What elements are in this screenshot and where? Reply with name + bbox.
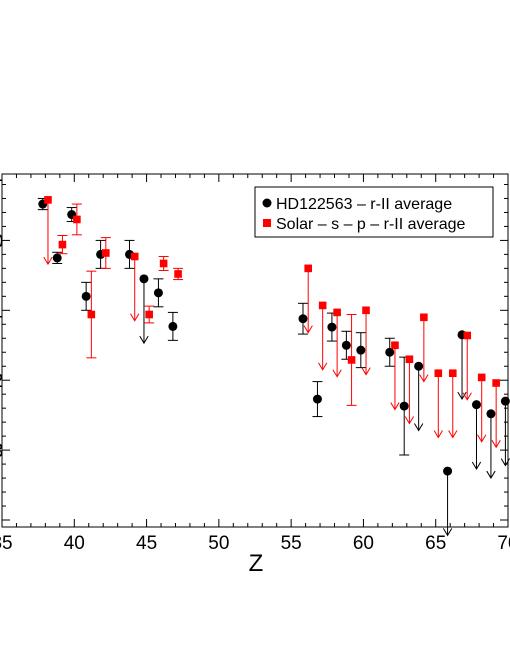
y-tick-label: 3 (0, 441, 3, 462)
upper-limit-arrowhead (457, 391, 467, 401)
upper-limit-arrowhead (486, 470, 496, 480)
legend-label-solar: Solar – s – p – r-II average (276, 216, 466, 233)
data-point-circle (312, 394, 322, 404)
data-point-circle (81, 291, 91, 301)
x-tick-label: 40 (64, 533, 85, 554)
upper-limit-arrowhead (433, 430, 443, 439)
data-point-square (391, 341, 399, 350)
upper-limit-arrowhead (500, 458, 510, 467)
x-axis-label: Z (249, 550, 264, 577)
data-point-circle (414, 361, 424, 371)
data-point-circle (341, 340, 351, 350)
upper-limit-arrowhead (361, 367, 371, 376)
upper-limit-arrowhead (448, 430, 458, 439)
data-point-circle (471, 400, 481, 410)
x-tick-label: 70 (497, 533, 510, 554)
upper-limit-arrowhead (303, 325, 313, 334)
data-point-square (318, 301, 327, 310)
y-tick-label: 0 (0, 231, 3, 252)
upper-limit-arrowhead (139, 335, 149, 345)
data-point-circle (500, 396, 510, 406)
upper-limit-arrowhead (491, 440, 501, 449)
plot-frame (1, 173, 509, 528)
upper-limit-arrowhead (130, 313, 140, 322)
legend-box (254, 186, 494, 238)
series-layer (37, 196, 510, 537)
data-point-circle (298, 314, 308, 324)
data-point-square (87, 310, 96, 319)
upper-limit-arrowhead (43, 256, 53, 266)
upper-limit-arrowhead (477, 434, 487, 443)
upper-limit-arrowhead (404, 416, 415, 425)
upper-limit-arrowhead (462, 392, 472, 401)
upper-limit-arrowhead (318, 362, 328, 371)
data-point-square (347, 356, 356, 364)
data-point-square (304, 264, 313, 273)
data-point-square (58, 240, 67, 249)
x-tick-label: 60 (353, 533, 374, 554)
legend-marker-hd122563 (262, 198, 272, 208)
data-point-circle (486, 409, 496, 419)
y-tick-label: 2 (0, 371, 3, 392)
data-point-circle (356, 345, 366, 355)
data-point-square (102, 249, 110, 257)
upper-limit-arrowhead (471, 461, 482, 470)
upper-limit-arrowhead (390, 402, 400, 411)
data-point-square (333, 308, 341, 317)
data-point-circle (385, 347, 395, 357)
data-point-circle (443, 466, 453, 476)
x-tick-label: 35 (0, 533, 13, 554)
data-point-circle (327, 322, 337, 332)
data-point-square (145, 310, 153, 319)
y-tick-label: 1 (0, 301, 3, 322)
upper-limit-arrowhead (419, 374, 429, 383)
upper-limit-arrowhead (332, 369, 342, 378)
x-tick-label: 50 (208, 533, 229, 554)
series-solar (43, 196, 501, 449)
upper-limit-arrowhead (442, 528, 453, 537)
data-point-circle (168, 321, 178, 331)
y-axis-ticks: 1 0 1 2 3 (0, 165, 508, 521)
data-point-circle (399, 401, 409, 411)
series-hd122563 (37, 197, 510, 537)
x-tick-label: 65 (425, 533, 446, 554)
data-point-square (159, 259, 168, 268)
x-tick-label: 45 (136, 533, 157, 554)
data-point-square (362, 306, 370, 315)
x-tick-label: 55 (281, 533, 302, 554)
data-point-square (477, 373, 486, 382)
data-point-square (44, 196, 52, 204)
data-point-square (463, 331, 472, 340)
data-point-square (492, 379, 500, 387)
y-tick-label: 1 (0, 165, 3, 186)
data-point-circle (153, 288, 163, 298)
upper-limit-arrowhead (414, 423, 424, 432)
legend: HD122563 – r-II average Solar – s – p – … (254, 186, 494, 238)
data-point-square (73, 215, 81, 224)
data-point-circle (139, 274, 149, 284)
data-point-square (420, 313, 428, 322)
data-point-square (130, 252, 139, 261)
legend-label-hd122563: HD122563 – r-II average (276, 196, 452, 213)
plot-border (1, 173, 509, 528)
data-point-circle (52, 253, 62, 263)
legend-marker-solar (263, 219, 271, 227)
data-point-square (405, 355, 414, 364)
data-point-square (174, 270, 182, 278)
data-point-square (434, 369, 443, 378)
x-axis-ticks: 35 40 45 50 55 60 65 70 (0, 174, 510, 554)
data-point-square (448, 369, 457, 378)
